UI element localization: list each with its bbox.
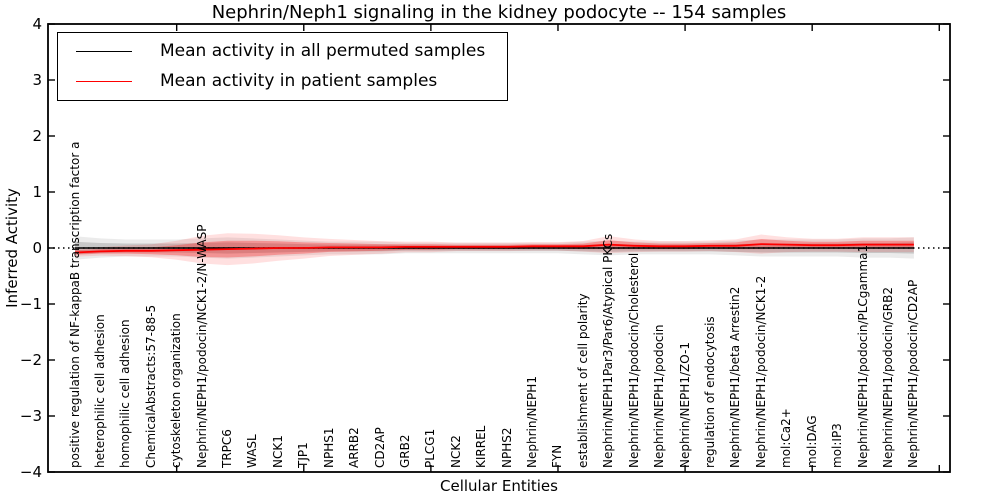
x-category-label: Nephrin/NEPH1/podocin/NCK1-2/N-WASP bbox=[194, 224, 209, 468]
y-tick-label: −4 bbox=[19, 463, 42, 481]
y-tick-label: 4 bbox=[32, 15, 42, 33]
x-category-label: GRB2 bbox=[397, 434, 412, 468]
x-category-label: mol:DAG bbox=[804, 415, 819, 468]
legend-line-patient-icon bbox=[76, 80, 132, 82]
legend-entry-permuted: Mean activity in all permuted samples bbox=[58, 36, 507, 66]
x-category-label: homophilic cell adhesion bbox=[118, 319, 133, 468]
x-category-label: Nephrin/NEPH1/podocin/NCK1-2 bbox=[753, 275, 768, 468]
legend-entry-patient: Mean activity in patient samples bbox=[58, 66, 507, 96]
x-category-label: PLCG1 bbox=[423, 428, 438, 468]
x-category-label: ARRB2 bbox=[347, 427, 362, 468]
x-category-label: positive regulation of NF-kappaB transcr… bbox=[67, 141, 82, 468]
x-category-label: Nephrin/NEPH1Par3/Par6/Atypical PKCs bbox=[601, 233, 616, 468]
x-category-label: Nephrin/NEPH1/podocin bbox=[652, 324, 667, 468]
x-category-label: mol:Ca2+ bbox=[779, 408, 794, 468]
x-category-label: WASL bbox=[245, 434, 260, 468]
x-category-label: Nephrin/NEPH1/beta Arrestin2 bbox=[728, 286, 743, 468]
chart-title: Nephrin/Neph1 signaling in the kidney po… bbox=[211, 2, 787, 23]
x-category-label: mol:IP3 bbox=[830, 423, 845, 468]
y-tick-label: 1 bbox=[32, 183, 42, 201]
x-category-label: heterophilic cell adhesion bbox=[92, 314, 107, 468]
x-category-label: NPHS1 bbox=[321, 427, 336, 469]
x-category-label: CD2AP bbox=[372, 427, 387, 468]
x-category-label: Nephrin/NEPH1/podocin/CD2AP bbox=[906, 279, 921, 468]
x-category-label: KIRREL bbox=[474, 425, 489, 468]
x-category-label: FYN bbox=[550, 444, 565, 468]
x-category-label: ChemicalAbstracts:57-88-5 bbox=[143, 304, 158, 468]
y-tick-label: −2 bbox=[19, 351, 42, 369]
y-tick-label: −1 bbox=[19, 295, 42, 313]
x-category-label: Nephrin/NEPH1/ZO-1 bbox=[677, 342, 692, 468]
x-category-label: NPHS2 bbox=[499, 427, 514, 469]
legend: Mean activity in all permuted samples Me… bbox=[57, 32, 508, 101]
x-category-label: Nephrin/NEPH1/podocin/Cholesterol bbox=[626, 252, 641, 468]
patient-band-outer bbox=[75, 233, 914, 266]
x-category-label: cytoskeleton organization bbox=[169, 313, 184, 468]
x-axis-label: Cellular Entities bbox=[440, 477, 558, 495]
y-tick-label: 2 bbox=[32, 127, 42, 145]
x-category-label: NCK1 bbox=[270, 435, 285, 468]
legend-label-permuted: Mean activity in all permuted samples bbox=[160, 41, 486, 61]
x-category-label: regulation of endocytosis bbox=[703, 316, 717, 468]
patient-mean-line bbox=[74, 243, 914, 254]
legend-label-patient: Mean activity in patient samples bbox=[160, 71, 438, 91]
x-category-label: TJP1 bbox=[296, 442, 311, 468]
x-category-label: Nephrin/NEPH1/podocin/GRB2 bbox=[880, 287, 895, 468]
x-category-label: TRPC6 bbox=[220, 429, 235, 468]
y-tick-label: 0 bbox=[32, 239, 42, 257]
x-category-label: Nephrin/NEPH1/podocin/PLCgamma1 bbox=[855, 244, 870, 468]
legend-line-permuted-icon bbox=[76, 50, 132, 52]
x-category-label: Nephrin/NEPH1 bbox=[525, 376, 540, 468]
x-category-label: NCK2 bbox=[448, 435, 463, 468]
x-category-label: establishment of cell polarity bbox=[575, 293, 590, 468]
y-tick-label: −3 bbox=[19, 407, 42, 425]
y-tick-label: 3 bbox=[32, 71, 42, 89]
